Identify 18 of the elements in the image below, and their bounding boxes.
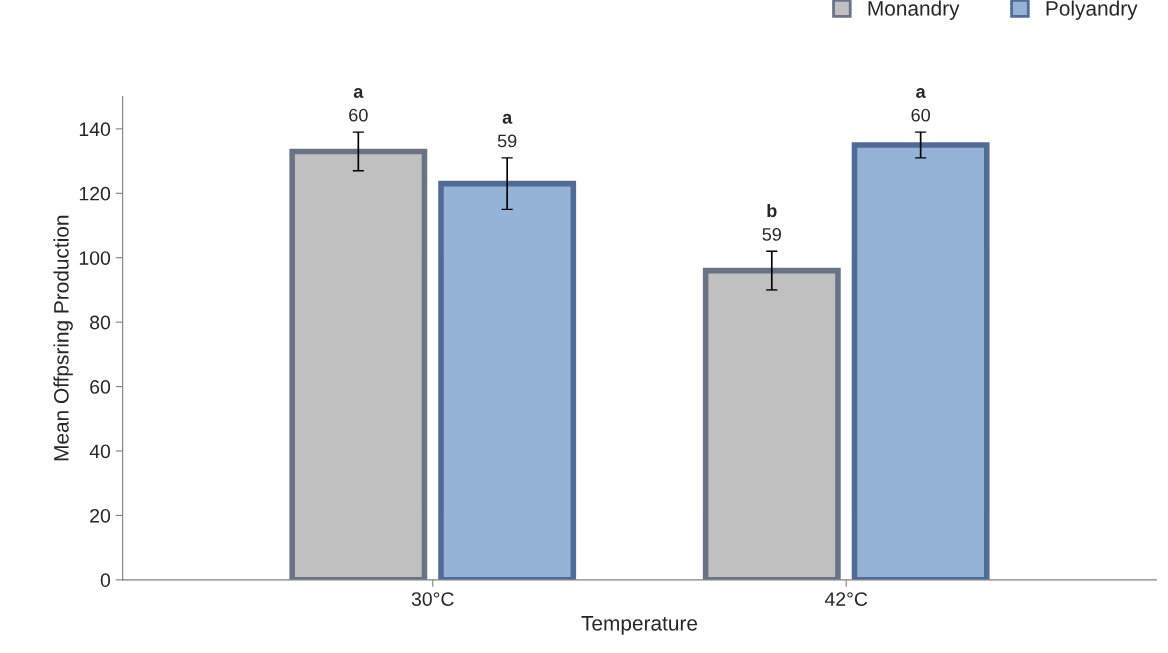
annotation: b 59 [762,203,781,241]
y-tick-label: 100 [79,251,111,265]
annotation: a 60 [349,88,368,122]
y-tick-label: 40 [89,444,111,459]
y-tick-label: 80 [90,315,111,330]
annotation: a 59 [497,113,517,148]
legend-label: Monandry [868,0,960,20]
y-tick-label: 20 [90,508,111,523]
x-tick-label: 42°C [824,592,868,606]
y-tick-label: 60 [90,380,111,394]
legend-label: Polyandry [1046,0,1138,20]
y-tick-label: 120 [79,186,111,201]
x-tick-label: 30°C [411,592,454,606]
annotation: a 60 [911,88,930,122]
y-axis-title: Mean Offpsring Production [53,215,73,461]
y-tick-label: 0 [100,573,111,588]
x-axis-title: Temperature [581,616,698,635]
y-tick-label: 140 [79,122,111,137]
